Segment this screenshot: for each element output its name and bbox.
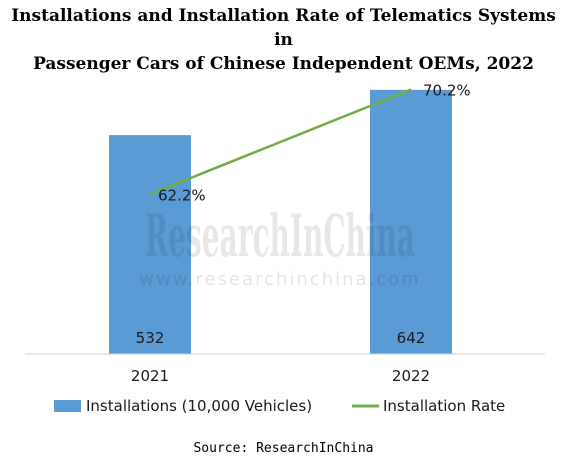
- legend-label-rate: Installation Rate: [383, 397, 505, 415]
- legend-label-installations: Installations (10,000 Vehicles): [86, 397, 312, 415]
- bar-value-label-2022: 642: [397, 329, 426, 347]
- rate-label-2022: 70.2%: [423, 82, 471, 100]
- bar-2022: [370, 89, 452, 354]
- x-tick-label-2021: 2021: [131, 367, 169, 385]
- legend-swatch-installations: [54, 400, 81, 412]
- bar-2021: [109, 135, 191, 354]
- x-tick-label-2022: 2022: [392, 367, 430, 385]
- source-note: Source: ResearchInChina: [193, 441, 374, 456]
- rate-line: [149, 88, 412, 196]
- chart-title-line-2: Passenger Cars of Chinese Independent OE…: [33, 54, 534, 74]
- bar-value-label-2021: 532: [136, 329, 165, 347]
- watermark-logo: ResearchInChina: [145, 202, 415, 270]
- chart-title: Installations and Installation Rate of T…: [0, 4, 567, 76]
- chart-title-line-1: Installations and Installation Rate of T…: [11, 6, 556, 50]
- watermark-url: www.researchinchina.com: [139, 269, 420, 290]
- rate-label-2021: 62.2%: [158, 186, 206, 204]
